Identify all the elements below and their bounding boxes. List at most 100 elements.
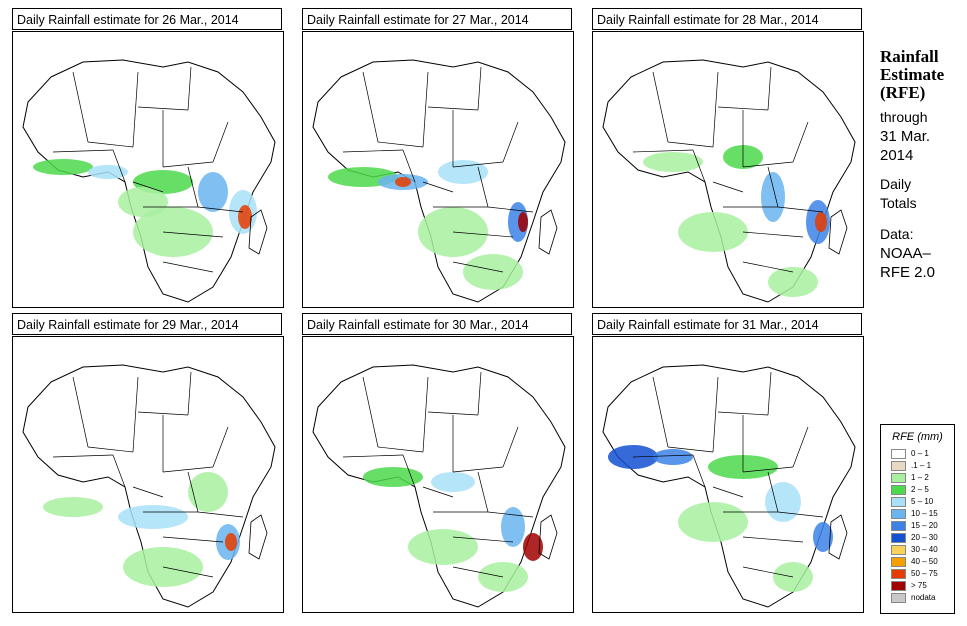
rainfall-area [88, 165, 128, 179]
panel-title: Daily Rainfall estimate for 31 Mar., 201… [592, 313, 862, 335]
country-border [652, 71, 669, 143]
country-border [72, 71, 89, 143]
rainfall-map-panel-6: Daily Rainfall estimate for 31 Mar., 201… [592, 313, 866, 613]
rainfall-area [238, 205, 252, 229]
country-border [712, 486, 744, 498]
rainfall-map-panel-2: Daily Rainfall estimate for 27 Mar., 201… [302, 8, 576, 308]
rainfall-area [43, 497, 103, 517]
legend-label: 15 – 20 [911, 521, 938, 530]
africa-coastline [602, 59, 856, 303]
country-border [362, 71, 379, 143]
country-border [692, 454, 706, 488]
legend-item: 1 – 2 [891, 473, 951, 483]
legend-swatch [891, 473, 906, 483]
rainfall-area [198, 172, 228, 212]
country-border [502, 121, 519, 163]
country-border [212, 426, 229, 468]
africa-rainfall-map [302, 31, 574, 308]
legend-swatch [891, 449, 906, 459]
country-border [422, 486, 454, 498]
rainfall-map-panel-3: Daily Rainfall estimate for 28 Mar., 201… [592, 8, 866, 308]
legend-item: 0 – 1 [891, 449, 951, 459]
country-border [667, 141, 714, 148]
source-line2: RFE 2.0 [880, 264, 936, 281]
country-border [132, 486, 164, 498]
country-border [477, 166, 489, 208]
legend-label: 0 – 1 [911, 449, 929, 458]
country-border [377, 141, 424, 148]
legend-swatch [891, 509, 906, 519]
legend-swatch [891, 485, 906, 495]
country-border [767, 166, 779, 208]
country-border [162, 566, 214, 578]
panel-title: Daily Rainfall estimate for 30 Mar., 201… [302, 313, 572, 335]
legend-item: 15 – 20 [891, 521, 951, 531]
country-border [402, 454, 416, 488]
rainfall-map-panel-4: Daily Rainfall estimate for 29 Mar., 201… [12, 313, 286, 613]
country-border [162, 261, 214, 273]
legend-item: 50 – 75 [891, 569, 951, 579]
madagascar-outline [538, 514, 558, 560]
country-border [477, 471, 489, 513]
sidebar-title-3: (RFE) [880, 83, 926, 102]
rainfall-area [761, 172, 785, 222]
country-border [162, 536, 224, 543]
country-border [767, 371, 772, 416]
legend-item: .1 – 1 [891, 461, 951, 471]
map-canvas [312, 364, 566, 608]
through-label: through [880, 109, 928, 125]
sidebar-title-2: Estimate [880, 65, 945, 84]
country-border [792, 121, 809, 163]
country-border [212, 121, 229, 163]
country-border [777, 206, 824, 213]
legend-item: 20 – 30 [891, 533, 951, 543]
country-border [632, 149, 694, 153]
end-date-line2: 2014 [880, 147, 914, 164]
country-border [342, 454, 404, 458]
rainfall-area [813, 522, 833, 552]
country-border [667, 446, 714, 453]
legend-label: 40 – 50 [911, 557, 938, 566]
country-border [717, 411, 769, 416]
country-border [52, 454, 114, 458]
country-border [742, 536, 804, 543]
country-border [717, 106, 769, 111]
africa-rainfall-map [592, 336, 864, 613]
legend-swatch [891, 545, 906, 555]
africa-coastline [22, 364, 276, 608]
rainfall-area [363, 467, 423, 487]
map-canvas [602, 59, 856, 303]
legend-label: > 75 [911, 581, 927, 590]
country-border [87, 141, 134, 148]
country-border [502, 426, 519, 468]
country-border [792, 426, 809, 468]
country-border [742, 466, 794, 473]
country-border [187, 471, 199, 513]
legend-swatch [891, 557, 906, 567]
sidebar-title-1: Rainfall [880, 47, 939, 66]
country-border [342, 149, 404, 153]
country-border [487, 511, 534, 518]
country-border [767, 471, 779, 513]
rainfall-area [815, 212, 827, 232]
legend-item: > 75 [891, 581, 951, 591]
country-border [742, 261, 794, 273]
rainfall-area [643, 152, 703, 172]
panel-title: Daily Rainfall estimate for 27 Mar., 201… [302, 8, 572, 30]
rainfall-area [225, 533, 237, 551]
africa-rainfall-map [12, 336, 284, 613]
rainfall-area [523, 533, 543, 561]
country-border [477, 66, 482, 111]
legend-item: 40 – 50 [891, 557, 951, 567]
country-border [487, 206, 534, 213]
rainfall-area [678, 502, 748, 542]
country-border [137, 106, 189, 111]
country-border [422, 376, 429, 453]
rfe-legend: RFE (mm) 0 – 1 .1 – 1 1 – 2 2 – 5 5 – 10 10 –… [880, 424, 955, 614]
panel-title: Daily Rainfall estimate for 29 Mar., 201… [12, 313, 282, 335]
madagascar-outline [248, 209, 268, 255]
legend-item: 5 – 10 [891, 497, 951, 507]
rainfall-area [133, 207, 213, 257]
map-canvas [22, 59, 276, 303]
sidebar-info: Rainfall Estimate (RFE) through 31 Mar. … [880, 48, 964, 282]
